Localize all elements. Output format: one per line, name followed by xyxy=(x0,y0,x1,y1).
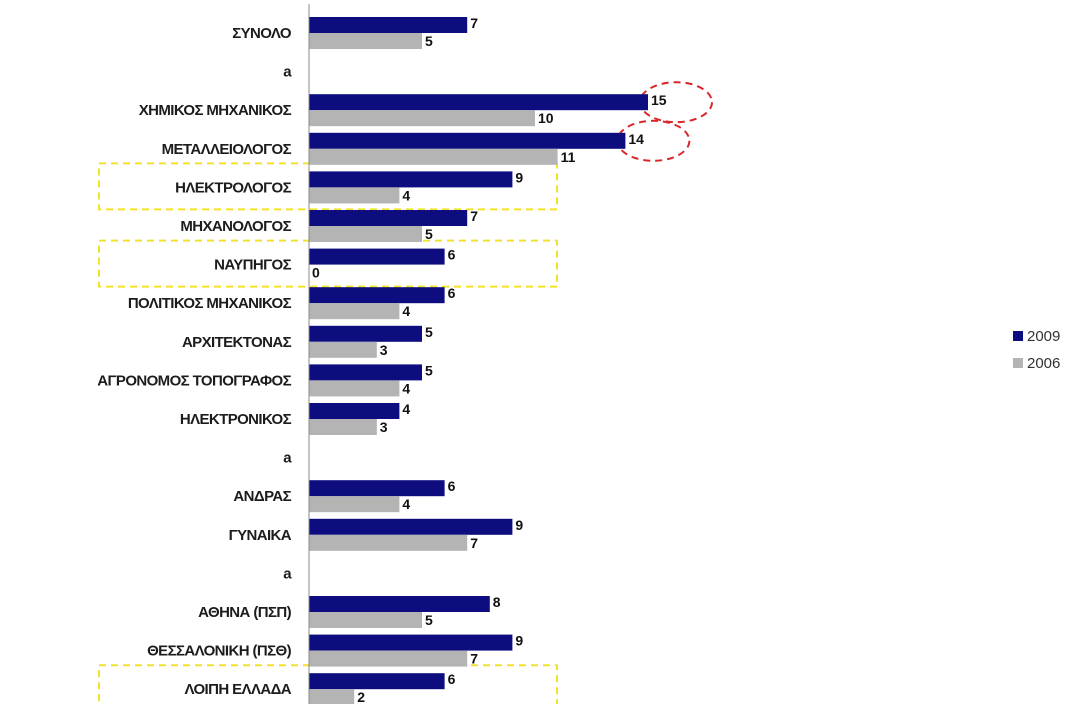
bar-2006-ηλεκτρολογος xyxy=(309,187,400,204)
category-label-6: ΝΑΥΠΗΓΟΣ xyxy=(214,257,291,274)
value-2009-μηχανολογος: 7 xyxy=(470,208,478,224)
value-2006-αγρονομος-τοπογραφος: 4 xyxy=(402,380,410,396)
legend-label-2006: 2006 xyxy=(1027,355,1060,372)
bar-2009-ανδρας xyxy=(309,480,445,497)
bar-2009-γυναικα xyxy=(309,518,513,535)
category-label-8: ΑΡΧΙΤΕΚΤΟΝΑΣ xyxy=(182,334,292,351)
bar-2006-αθηνα-πσπ xyxy=(309,612,422,628)
value-2006-ηλεκτρονικος: 3 xyxy=(380,419,388,435)
category-label-1: a xyxy=(283,64,292,81)
value-2006-συνολο: 5 xyxy=(425,33,433,49)
category-label-10: ΗΛΕΚΤΡΟΝΙΚΟΣ xyxy=(180,411,292,428)
bar-2006-ηλεκτρονικος xyxy=(309,419,377,435)
value-2009-ναυπηγος: 6 xyxy=(448,247,456,263)
value-2009-λοιπη-ελλαδα: 6 xyxy=(448,671,456,687)
bar-2006-ανδρας xyxy=(309,496,400,513)
value-2009-αρχιτεκτονας: 5 xyxy=(425,324,433,340)
bar-2009-ναυπηγος xyxy=(309,248,445,265)
value-2006-αρχιτεκτονας: 3 xyxy=(380,342,388,358)
category-label-12: ΑΝΔΡΑΣ xyxy=(233,488,291,505)
bar-2009-αθηνα-πσπ xyxy=(309,596,490,612)
category-label-15: ΑΘΗΝΑ (ΠΣΠ) xyxy=(198,604,291,621)
category-labels: ΣΥΝΟΛΟ a ΧΗΜΙΚΟΣ ΜΗΧΑΝΙΚΟΣ ΜΕΤΑΛΛΕΙΟΛΟΓΟΣ ΗΛ… xyxy=(97,25,293,698)
value-2009-πολιτικος-μηχανικος: 6 xyxy=(448,285,456,301)
category-label-16: ΘΕΣΣΑΛΟΝΙΚΗ (ΠΣΘ) xyxy=(147,643,292,660)
value-2009-χημικος-μηχανικος: 15 xyxy=(651,92,667,108)
bar-2009-ηλεκτρολογος xyxy=(309,171,513,188)
value-2006-γυναικα: 7 xyxy=(470,535,478,551)
legend-swatch-2006 xyxy=(1013,358,1023,368)
value-2009-συνολο: 7 xyxy=(470,15,478,31)
value-2009-ηλεκτρονικος: 4 xyxy=(402,401,410,417)
bar-2009-πολιτικος-μηχανικος xyxy=(309,287,445,304)
bar-2009-συνολο xyxy=(309,17,468,33)
value-2009-θεσσαλονικη-πσθ: 9 xyxy=(515,633,523,649)
legend: 2009 2006 xyxy=(1013,328,1060,372)
value-2009-αθηνα-πσπ: 8 xyxy=(493,594,501,610)
value-2009-γυναικα: 9 xyxy=(515,517,523,533)
value-2006-χημικος-μηχανικος: 10 xyxy=(538,110,554,126)
category-label-4: ΗΛΕΚΤΡΟΛΟΓΟΣ xyxy=(175,179,291,196)
category-label-13: ΓΥΝΑΙΚΑ xyxy=(229,527,292,544)
bar-2006-θεσσαλονικη-πσθ xyxy=(309,650,468,667)
category-label-5: ΜΗΧΑΝΟΛΟΓΟΣ xyxy=(180,218,291,235)
value-2006-ναυπηγος: 0 xyxy=(312,265,320,281)
category-label-7: ΠΟΛΙΤΙΚΟΣ ΜΗΧΑΝΙΚΟΣ xyxy=(128,295,292,312)
value-2006-ηλεκτρολογος: 4 xyxy=(402,187,410,203)
bar-2009-χημικος-μηχανικος xyxy=(309,94,648,111)
bar-2006-συνολο xyxy=(309,33,422,49)
bar-2009-μηχανολογος xyxy=(309,210,468,226)
value-2006-θεσσαλονικη-πσθ: 7 xyxy=(470,651,478,667)
legend-label-2009: 2009 xyxy=(1027,328,1060,345)
category-label-3: ΜΕΤΑΛΛΕΙΟΛΟΓΟΣ xyxy=(162,141,292,158)
value-2009-ηλεκτρολογος: 9 xyxy=(515,169,523,185)
bar-2009-αρχιτεκτονας xyxy=(309,325,422,342)
bar-2006-αρχιτεκτονας xyxy=(309,341,377,358)
bar-2006-μεταλλειολογος xyxy=(309,148,558,165)
value-2009-μεταλλειολογος: 14 xyxy=(628,131,644,147)
category-label-0: ΣΥΝΟΛΟ xyxy=(232,25,292,42)
category-label-2: ΧΗΜΙΚΟΣ ΜΗΧΑΝΙΚΟΣ xyxy=(139,102,292,119)
bar-2006-μηχανολογος xyxy=(309,226,422,242)
legend-swatch-2009 xyxy=(1013,331,1023,341)
bar-2006-αγρονομος-τοπογραφος xyxy=(309,380,400,397)
value-2009-αγρονομος-τοπογραφος: 5 xyxy=(425,362,433,378)
category-label-9: ΑΓΡΟΝΟΜΟΣ ΤΟΠΟΓΡΑΦΟΣ xyxy=(97,372,291,389)
bar-2009-αγρονομος-τοπογραφος xyxy=(309,364,422,381)
bar-2006-πολιτικος-μηχανικος xyxy=(309,303,400,320)
value-2009-ανδρας: 6 xyxy=(448,478,456,494)
bar-2009-λοιπη-ελλαδα xyxy=(309,673,445,690)
bar-2006-γυναικα xyxy=(309,534,468,551)
value-2006-μηχανολογος: 5 xyxy=(425,226,433,242)
category-label-14: a xyxy=(283,565,292,582)
category-label-11: a xyxy=(283,450,292,467)
bar-2006-λοιπη-ελλαδα xyxy=(309,689,355,704)
category-label-17: ΛΟΙΠΗ ΕΛΛΑΔΑ xyxy=(184,681,291,698)
value-2006-ανδρας: 4 xyxy=(402,496,410,512)
value-2006-λοιπη-ελλαδα: 2 xyxy=(357,689,365,704)
bars-layer xyxy=(309,17,648,704)
bar-2009-θεσσαλονικη-πσθ xyxy=(309,634,513,651)
bar-2006-χημικος-μηχανικος xyxy=(309,110,535,127)
value-2006-μεταλλειολογος: 11 xyxy=(561,149,576,165)
value-2006-πολιτικος-μηχανικος: 4 xyxy=(402,303,410,319)
bar-2009-μεταλλειολογος xyxy=(309,132,626,149)
bar-2009-ηλεκτρονικος xyxy=(309,403,400,419)
value-2006-αθηνα-πσπ: 5 xyxy=(425,612,433,628)
